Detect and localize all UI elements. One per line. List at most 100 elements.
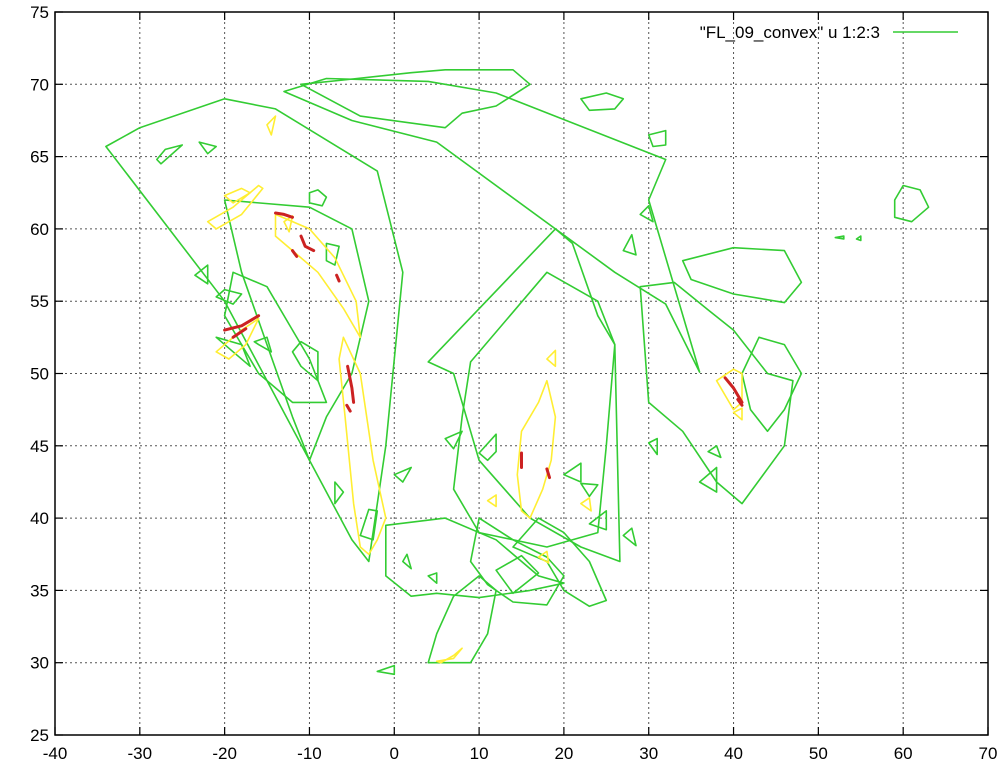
contour-green [893, 184, 930, 223]
contour-green [325, 242, 340, 266]
contour-red [231, 327, 248, 339]
contour-yellow [206, 184, 264, 230]
contour-green [223, 271, 328, 404]
contour-green [639, 205, 654, 223]
y-tick-label: 75 [30, 3, 49, 22]
contour-yellow [580, 497, 592, 512]
contour-red [346, 364, 356, 404]
x-tick-label: 30 [639, 744, 658, 763]
contour-yellow [283, 215, 294, 233]
contour-green [622, 233, 637, 256]
y-tick-label: 25 [30, 726, 49, 745]
contour-red [299, 234, 316, 253]
y-tick-label: 50 [30, 365, 49, 384]
contour-green [215, 288, 243, 305]
contour-green [156, 144, 183, 165]
contour-green [452, 271, 616, 548]
y-tick-label: 45 [30, 437, 49, 456]
tick-labels: -40 -30 -20 -10 0 10 20 30 40 50 60 70 25 30 35 40 45 50 5… [30, 3, 997, 763]
contour-green [308, 189, 328, 207]
contour-yellow [338, 336, 387, 556]
contour-green [834, 235, 845, 240]
contour-green [478, 433, 497, 462]
contour-green [427, 228, 621, 563]
y-tick-label: 30 [30, 654, 49, 673]
contour-green [194, 264, 209, 285]
plot-frame [54, 11, 989, 736]
contour-green [495, 554, 540, 595]
x-tick-label: 50 [809, 744, 828, 763]
contour-red [274, 211, 294, 219]
contour-green [253, 336, 273, 353]
y-tick-label: 60 [30, 220, 49, 239]
contour-green [855, 235, 862, 242]
x-tick-label: 40 [724, 744, 743, 763]
contour-green [741, 336, 803, 433]
x-tick-label: 0 [390, 744, 399, 763]
contour-green [580, 482, 599, 498]
x-tick-label: 10 [470, 744, 489, 763]
contour-red [223, 314, 261, 332]
contour-green [393, 466, 413, 483]
contour-green [427, 575, 497, 664]
contour-yellow [274, 213, 362, 339]
series-red [223, 211, 744, 480]
contour-yellow [223, 187, 251, 204]
contour-yellow [486, 494, 497, 508]
contour-yellow [732, 407, 743, 421]
legend-entry-label: "FL_09_convex" u 1:2:3 [700, 23, 880, 42]
contour-green [563, 462, 582, 483]
legend: "FL_09_convex" u 1:2:3 [700, 23, 958, 42]
contour-green [359, 508, 379, 541]
x-tick-label: -40 [43, 744, 68, 763]
series-yellow [206, 115, 743, 664]
contour-yellow [715, 368, 743, 411]
contour-green [647, 437, 659, 456]
contour-green [444, 430, 463, 450]
contour-green [469, 517, 565, 606]
grid-lines [55, 12, 988, 735]
contour-red [291, 249, 299, 258]
y-tick-label: 35 [30, 581, 49, 600]
contour-green [622, 527, 637, 547]
contour-yellow [266, 115, 277, 136]
contour-green [707, 444, 722, 459]
contour-red [723, 376, 744, 404]
contour-red [345, 403, 352, 413]
contour-green [334, 481, 345, 505]
contour-green [427, 572, 438, 585]
y-tick-label: 70 [30, 75, 49, 94]
contour-green [588, 510, 608, 531]
contour-green [647, 129, 667, 148]
contour-green [698, 466, 718, 493]
contour-yellow [546, 349, 557, 368]
x-tick-label: 70 [979, 744, 998, 763]
y-tick-label: 40 [30, 509, 49, 528]
contour-green [300, 69, 531, 129]
contour-red [335, 273, 341, 283]
contour-green [401, 553, 413, 570]
contour-green [215, 336, 251, 368]
contour-yellow [435, 647, 463, 664]
y-tick-label: 55 [30, 292, 49, 311]
contour-yellow [537, 550, 550, 564]
contour-red [736, 398, 744, 407]
series-layer [105, 69, 930, 676]
x-tick-label: 20 [554, 744, 573, 763]
contour-green [198, 141, 217, 155]
contour-green [376, 664, 396, 676]
x-tick-label: -30 [128, 744, 153, 763]
contour-green [384, 517, 565, 599]
contour-red [545, 467, 551, 480]
contour-green [580, 92, 625, 112]
contour-green [639, 281, 794, 505]
x-tick-label: -10 [297, 744, 322, 763]
contour-green [105, 98, 404, 563]
contour-green [283, 77, 701, 373]
contour-green [681, 246, 803, 304]
series-green [105, 69, 930, 676]
contour-yellow [516, 379, 557, 519]
x-tick-label: 60 [894, 744, 913, 763]
contour-green [291, 340, 319, 382]
